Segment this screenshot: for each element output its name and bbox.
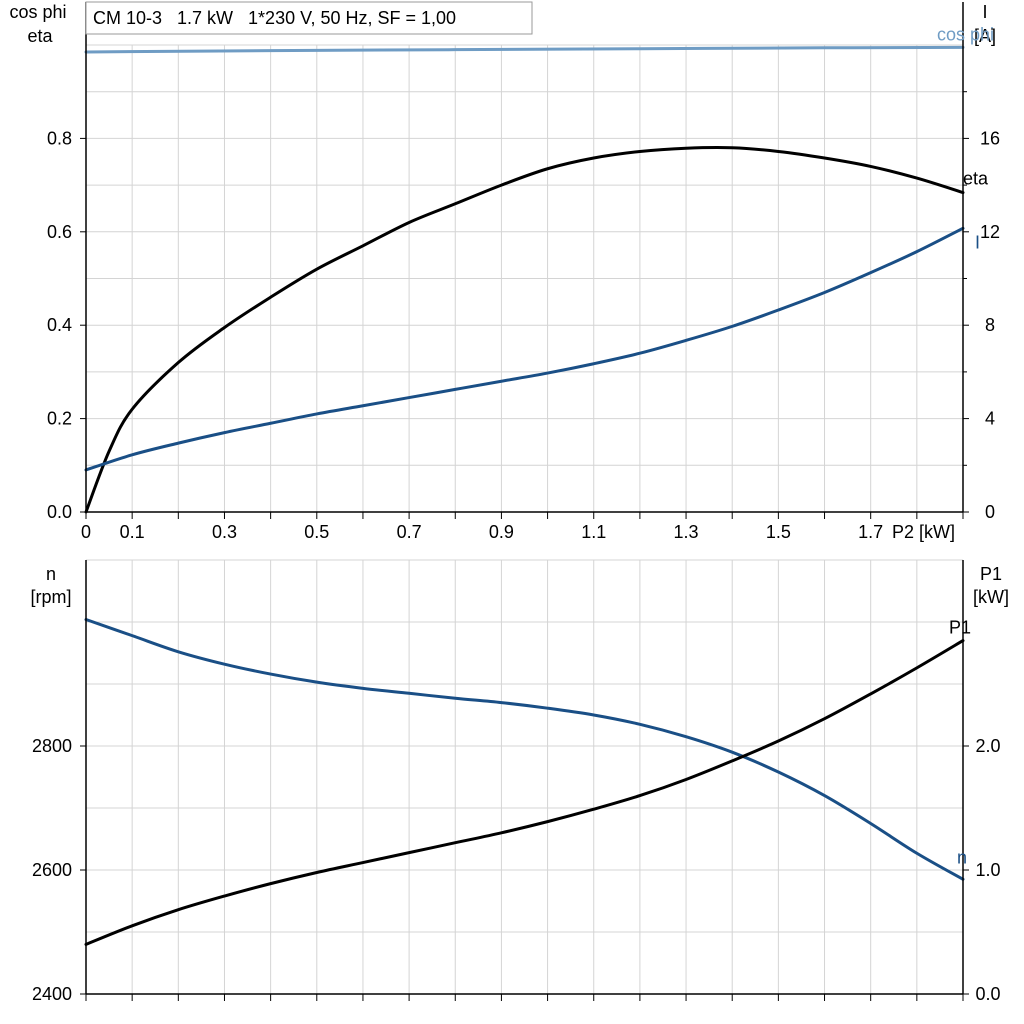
eta-series-label: eta bbox=[963, 169, 989, 189]
n-series-label: n bbox=[957, 847, 967, 867]
top-right-tick-label: 4 bbox=[985, 409, 995, 429]
x-tick-label: 1.1 bbox=[581, 522, 606, 542]
top-left-tick-label: 0.6 bbox=[47, 222, 72, 242]
x-tick-label: 1.7 bbox=[858, 522, 883, 542]
x-tick-label: 0.7 bbox=[397, 522, 422, 542]
chart-title-box bbox=[85, 1, 533, 35]
bottom-right-axis-title-line2: [kW] bbox=[973, 587, 1009, 607]
top-right-tick-label: 12 bbox=[980, 222, 1000, 242]
bottom-chart-curves bbox=[84, 618, 965, 946]
top-left-tick-label: 0.4 bbox=[47, 315, 72, 335]
eta-curve bbox=[84, 145, 965, 514]
bottom-right-tick-label: 0.0 bbox=[975, 984, 1000, 1004]
bottom-left-axis-title-line1: n bbox=[46, 564, 56, 584]
cos-phi-series-label: cos phi bbox=[937, 24, 994, 44]
bottom-right-tick-label: 1.0 bbox=[975, 860, 1000, 880]
p1-series-label: P1 bbox=[949, 618, 971, 638]
top-chart-grid bbox=[86, 44, 963, 512]
chart-title: CM 10-3 1.7 kW 1*230 V, 50 Hz, SF = 1,00 bbox=[93, 8, 456, 28]
top-left-tick-label: 0.0 bbox=[47, 502, 72, 522]
top-chart-curves bbox=[84, 45, 965, 514]
top-left-axis-title-line1: cos phi bbox=[9, 2, 66, 22]
top-right-axis-title-line2: [A] bbox=[974, 26, 996, 46]
i-series-label: I bbox=[975, 232, 980, 252]
bottom-left-axis-title-line2: [rpm] bbox=[30, 587, 71, 607]
bottom-right-axis-title-line1: P1 bbox=[980, 564, 1002, 584]
top-right-axis-title-line1: I bbox=[982, 2, 987, 22]
top-right-tick-label: 16 bbox=[980, 128, 1000, 148]
top-left-tick-label: 0.2 bbox=[47, 409, 72, 429]
bottom-left-tick-label: 2600 bbox=[32, 860, 72, 880]
p1-curve bbox=[84, 639, 965, 946]
x-tick-label: 0.9 bbox=[489, 522, 514, 542]
x-tick-label: 0.5 bbox=[304, 522, 329, 542]
bottom-right-tick-label: 2.0 bbox=[975, 736, 1000, 756]
x-tick-label: 1.5 bbox=[766, 522, 791, 542]
x-tick-label: 1.3 bbox=[674, 522, 699, 542]
top-right-tick-label: 0 bbox=[985, 502, 995, 522]
chart-labels: 0 0.1 0.3 0.5 0.7 0.9 1.1 1.3 1.5 1.7 P2 [kW] 0.0 0.… bbox=[9, 2, 1009, 1004]
top-left-axis-title-line2: eta bbox=[27, 26, 53, 46]
bottom-chart-grid bbox=[86, 559, 963, 994]
x-tick-label: 0 bbox=[81, 522, 91, 542]
bottom-chart-axes bbox=[80, 560, 969, 1001]
top-chart-axes bbox=[80, 2, 969, 519]
i-curve bbox=[84, 226, 965, 472]
bottom-left-tick-label: 2400 bbox=[32, 984, 72, 1004]
n-curve bbox=[84, 618, 965, 881]
top-left-tick-label: 0.8 bbox=[47, 128, 72, 148]
x-tick-label: 0.1 bbox=[120, 522, 145, 542]
top-right-tick-label: 8 bbox=[985, 315, 995, 335]
cos-phi-curve bbox=[84, 45, 965, 54]
x-axis-label: P2 [kW] bbox=[892, 522, 955, 542]
bottom-left-tick-label: 2800 bbox=[32, 736, 72, 756]
x-tick-label: 0.3 bbox=[212, 522, 237, 542]
